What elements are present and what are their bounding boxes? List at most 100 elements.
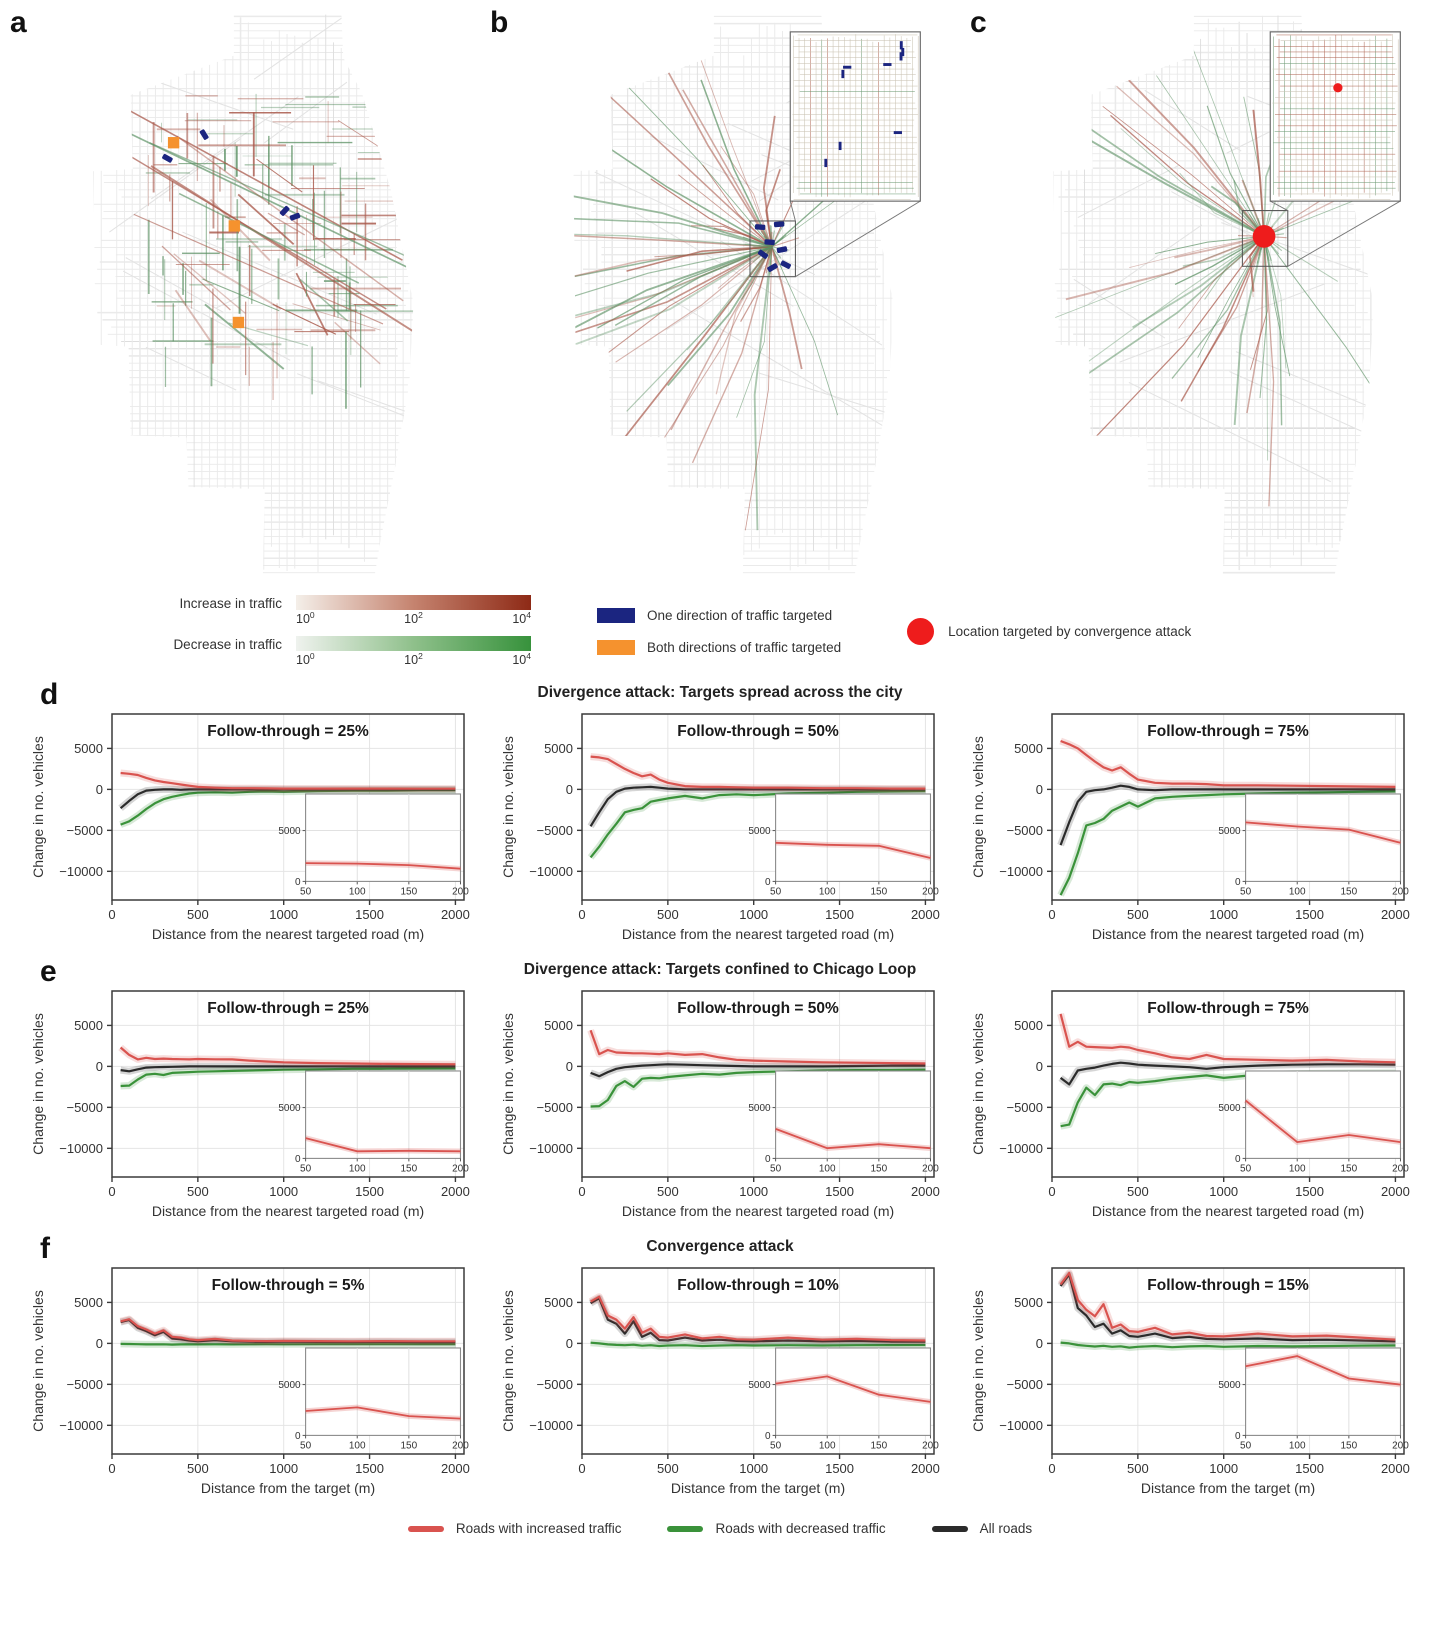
chart-cell: 0 500 1000 1500 2000 5000 0 −5000 −10000 Distance…	[28, 708, 498, 951]
inset-frame	[1245, 793, 1402, 882]
chart-d-followthrough-25: 0 500 1000 1500 200050000−5000−10000Distance…	[30, 713, 470, 942]
traffic-change-overlay	[1053, 10, 1374, 507]
series-band	[1059, 737, 1396, 791]
svg-text:1000: 1000	[739, 907, 768, 922]
inset: 5000 050 100 150 200	[278, 793, 469, 897]
radiating-road	[1129, 236, 1265, 268]
decrease-colorbar	[296, 635, 531, 651]
radiating-road	[1112, 63, 1265, 237]
svg-text:200: 200	[1392, 1163, 1409, 1174]
inset-frame	[775, 793, 932, 882]
both-directions-swatch	[597, 639, 635, 655]
one-direction-label: One direction of traffic targeted	[647, 607, 833, 623]
x-axis-label: Distance from the nearest targeted road …	[152, 926, 424, 942]
svg-text:500: 500	[657, 1461, 679, 1476]
chart-title: Follow-through = 25%	[207, 723, 369, 740]
map-legend: Increase in traffic 100 102 104 Decrease…	[0, 588, 1440, 674]
zoom-source-box	[1241, 210, 1289, 267]
x-axis-label: Distance from the nearest targeted road …	[622, 1203, 894, 1219]
y-axis-label: Change in no. vehicles	[30, 1290, 46, 1432]
svg-text:0: 0	[108, 1461, 115, 1476]
one-direction-marker	[289, 212, 301, 221]
series-line	[1059, 784, 1396, 846]
svg-text:50: 50	[1240, 886, 1252, 897]
svg-text:1000: 1000	[269, 907, 298, 922]
increased-traffic-legend-label: Roads with increased traffic	[455, 1521, 622, 1536]
svg-text:1000: 1000	[1209, 1184, 1238, 1199]
svg-text:500: 500	[1127, 907, 1149, 922]
inset-frame	[789, 31, 921, 202]
svg-text:100: 100	[819, 1440, 836, 1451]
svg-text:0: 0	[108, 1184, 115, 1199]
svg-text:0: 0	[765, 1154, 771, 1165]
radiating-road	[1182, 235, 1265, 267]
chart-f-followthrough-10: 0 500 1000 1500 200050000−5000−10000Distance…	[500, 1267, 940, 1496]
convergence-target-marker	[1252, 225, 1276, 248]
both-directions-marker	[232, 316, 245, 329]
svg-text:0: 0	[295, 1154, 301, 1165]
both-directions-label: Both directions of traffic targeted	[647, 639, 842, 655]
svg-text:−5000: −5000	[536, 1377, 573, 1392]
svg-text:1000: 1000	[1209, 907, 1238, 922]
svg-text:−10000: −10000	[999, 1141, 1043, 1156]
radiating-road	[1263, 236, 1283, 426]
one-direction-swatch	[597, 607, 635, 623]
radiating-road	[670, 246, 773, 431]
svg-text:50: 50	[1240, 1163, 1252, 1174]
radiating-road	[682, 89, 773, 248]
chart-title: Follow-through = 5%	[212, 1277, 365, 1294]
svg-text:1500: 1500	[825, 1461, 854, 1476]
row-title-f: Convergence attack	[646, 1238, 794, 1255]
one-direction-marker	[764, 239, 775, 246]
svg-text:2000: 2000	[911, 1184, 940, 1199]
zoom-source-box	[749, 220, 796, 278]
svg-text:0: 0	[578, 907, 585, 922]
svg-text:2000: 2000	[441, 907, 470, 922]
svg-text:5000: 5000	[278, 1103, 301, 1114]
radiating-road	[700, 79, 773, 248]
svg-text:1500: 1500	[825, 1184, 854, 1199]
inset-frame	[305, 1347, 462, 1436]
radiating-road	[765, 168, 781, 247]
chart-title: Follow-through = 10%	[677, 1277, 839, 1294]
inset-line	[1245, 821, 1401, 844]
inset-street-grid	[792, 34, 919, 200]
inset-target-dot	[1333, 83, 1343, 93]
plot-border	[581, 990, 935, 1178]
radiating-road	[1179, 172, 1265, 237]
radiating-road	[573, 231, 772, 248]
radiating-road	[573, 246, 773, 343]
inset-frame	[1245, 1347, 1402, 1436]
svg-text:5000: 5000	[74, 1295, 103, 1310]
svg-text:50: 50	[1240, 1440, 1252, 1451]
svg-text:500: 500	[657, 1184, 679, 1199]
series-line	[590, 1063, 926, 1078]
targeted-street-segment	[841, 69, 845, 79]
radiating-road	[771, 246, 839, 416]
svg-text:150: 150	[401, 886, 418, 897]
inset-frame	[1245, 1070, 1402, 1159]
radiating-road	[1132, 235, 1265, 329]
panel-label-c: c	[970, 6, 987, 39]
one-direction-marker	[773, 221, 785, 228]
radiating-road	[1065, 111, 1265, 238]
svg-text:5000: 5000	[1014, 741, 1043, 756]
inset: 5000 050 100 150 200	[278, 1070, 469, 1174]
radiating-road	[573, 245, 772, 354]
x-axis-label: Distance from the nearest targeted road …	[152, 1203, 424, 1219]
chart-title: Follow-through = 75%	[1147, 1000, 1309, 1017]
svg-text:0: 0	[96, 1059, 103, 1074]
inset-connector	[795, 200, 921, 278]
radiating-road	[615, 246, 773, 363]
chart-f-followthrough-15: 0 500 1000 1500 200050000−5000−10000Distance…	[970, 1267, 1410, 1496]
svg-text:50: 50	[770, 1163, 782, 1174]
svg-text:2000: 2000	[911, 1461, 940, 1476]
chicago-road-map-b	[573, 15, 921, 574]
plot-border	[111, 713, 465, 901]
radiating-road	[1197, 236, 1265, 358]
chart-d-followthrough-50: 0 500 1000 1500 200050000−5000−10000Distance…	[500, 713, 940, 942]
row-title-e: Divergence attack: Targets confined to C…	[523, 961, 917, 978]
inset-line	[1245, 1355, 1401, 1386]
